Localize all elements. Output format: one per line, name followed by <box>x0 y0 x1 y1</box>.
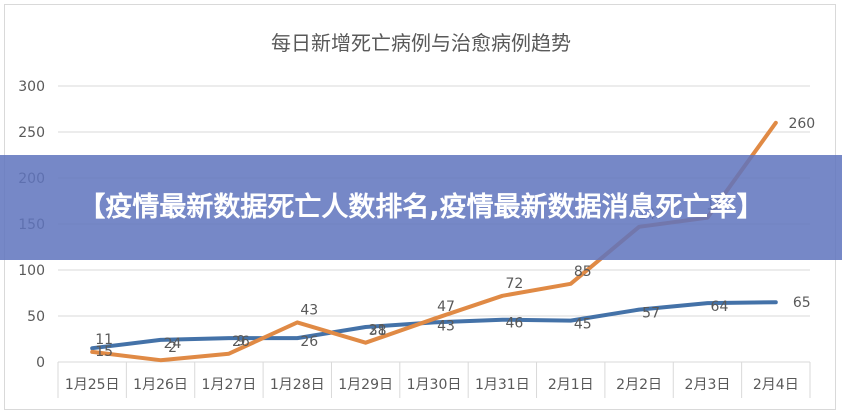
data-label: 26 <box>300 334 318 350</box>
data-label: 46 <box>505 316 523 332</box>
x-tick-label: 1月26日 <box>133 377 188 393</box>
data-label: 43 <box>437 318 455 334</box>
data-label: 21 <box>369 323 387 339</box>
data-label: 15 <box>95 344 113 360</box>
data-label: 85 <box>574 264 592 280</box>
data-label: 24 <box>164 336 182 352</box>
headline-banner[interactable]: 【疫情最新数据死亡人数排名,疫情最新数据消息死亡率】 <box>0 155 842 260</box>
y-tick-label: 100 <box>18 263 45 279</box>
data-label: 260 <box>788 116 815 132</box>
y-tick-label: 0 <box>36 355 45 371</box>
x-tick-label: 2月4日 <box>753 377 799 393</box>
x-tick-label: 1月31日 <box>475 377 530 393</box>
data-label: 57 <box>642 306 660 322</box>
y-tick-label: 300 <box>18 79 45 95</box>
data-label: 38 <box>369 323 387 339</box>
x-tick-label: 1月25日 <box>65 377 120 393</box>
y-tick-label: 50 <box>27 309 45 325</box>
x-tick-label: 1月29日 <box>338 377 393 393</box>
y-tick-label: 250 <box>18 125 45 141</box>
data-label: 45 <box>574 317 592 333</box>
x-tick-label: 1月27日 <box>202 377 257 393</box>
x-tick-label: 1月28日 <box>270 377 325 393</box>
data-label: 72 <box>505 276 523 292</box>
data-label: 26 <box>232 334 250 350</box>
x-tick-label: 2月1日 <box>548 377 594 393</box>
series-line-1 <box>90 300 778 351</box>
data-label: 9 <box>236 334 245 350</box>
headline-text: 【疫情最新数据死亡人数排名,疫情最新数据消息死亡率】 <box>78 191 764 223</box>
chart-title: 每日新增死亡病例与治愈病例趋势 <box>271 31 571 55</box>
x-tick-label: 2月2日 <box>616 377 662 393</box>
data-label: 2 <box>168 340 177 356</box>
data-label: 11 <box>95 332 113 348</box>
data-label: 65 <box>793 295 811 311</box>
data-label: 47 <box>437 299 455 315</box>
x-tick-label: 2月3日 <box>685 377 731 393</box>
data-label: 43 <box>300 302 318 318</box>
data-label: 64 <box>711 299 729 315</box>
x-tick-label: 1月30日 <box>407 377 462 393</box>
